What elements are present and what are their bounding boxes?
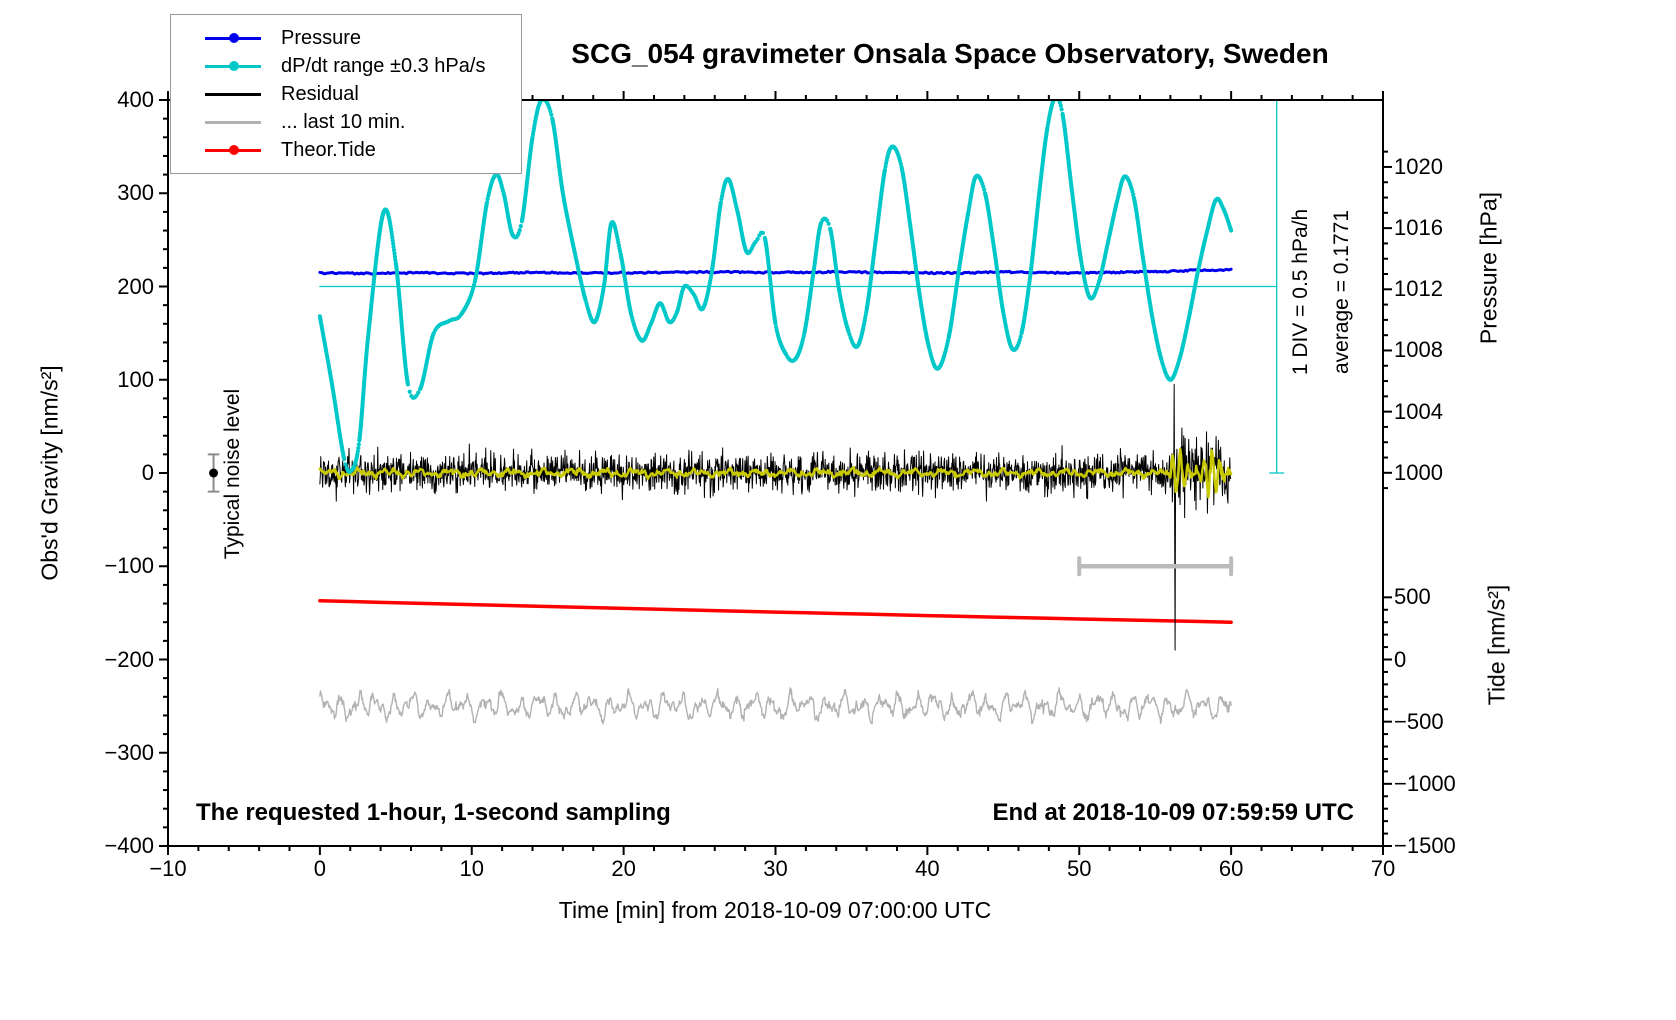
x-axis-title: Time [min] from 2018-10-09 07:00:00 UTC xyxy=(558,897,992,923)
pressure-line-marker xyxy=(205,24,261,52)
gravity-tick-label: 400 xyxy=(117,87,154,112)
gravity-tick-label: −400 xyxy=(104,833,154,858)
pressure-tick-label: 1008 xyxy=(1394,337,1443,363)
tide-line-marker xyxy=(205,136,261,164)
end-time-note: End at 2018-10-09 07:59:59 UTC xyxy=(992,799,1355,826)
average-label: average = 0.1771 xyxy=(1330,209,1353,375)
legend-item-residual: Residual xyxy=(205,80,513,108)
gravity-tick-label: −100 xyxy=(104,553,154,579)
dpdt-line-marker xyxy=(205,52,261,80)
x-tick-label: 0 xyxy=(313,856,326,881)
gravity-tick-label: −200 xyxy=(104,646,154,672)
legend-item-last10: ... last 10 min. xyxy=(205,108,513,136)
x-tick-label: 50 xyxy=(1067,856,1092,881)
pressure-tick-label: 1004 xyxy=(1394,398,1443,424)
residual-line-marker xyxy=(205,80,261,108)
tide-axis-title: Tide [nm/s²] xyxy=(1483,584,1510,706)
gravity-tick-label: 100 xyxy=(117,366,154,392)
gravity-tick-label: 200 xyxy=(117,273,154,299)
pressure-tick-label: 1012 xyxy=(1394,276,1443,302)
x-tick-label: 70 xyxy=(1370,856,1396,881)
div-scale-label: 1 DIV = 0.5 hPa/h xyxy=(1289,208,1312,376)
x-tick-label: 30 xyxy=(763,856,788,881)
pressure-axis-title: Pressure [hPa] xyxy=(1475,191,1502,345)
gravity-tick-label: 300 xyxy=(117,180,154,206)
tide-tick-label: −500 xyxy=(1394,708,1444,734)
tide-tick-label: 500 xyxy=(1394,584,1431,610)
sampling-note: The requested 1-hour, 1-second sampling xyxy=(196,799,671,826)
legend-label-tide: Theor.Tide xyxy=(281,138,376,161)
x-tick-label: 40 xyxy=(915,856,940,881)
tide-tick-label: −1500 xyxy=(1394,832,1456,858)
x-tick-label: 20 xyxy=(611,856,636,881)
pressure-tick-label: 1020 xyxy=(1394,153,1443,179)
legend: Pressure dP/dt range ±0.3 hPa/s Residual… xyxy=(170,14,522,174)
legend-item-dpdt: dP/dt range ±0.3 hPa/s xyxy=(205,52,513,80)
tide-tick-label: 0 xyxy=(1394,646,1407,672)
x-tick-label: 60 xyxy=(1218,856,1244,881)
x-tick-label: 10 xyxy=(459,856,484,881)
legend-label-last10: ... last 10 min. xyxy=(281,110,406,133)
legend-label-residual: Residual xyxy=(281,82,359,105)
noise-level-label: Typical noise level xyxy=(221,388,244,560)
x-tick-label: −10 xyxy=(149,856,187,881)
pressure-tick-label: 1000 xyxy=(1394,459,1443,485)
chart-title: SCG_054 gravimeter Onsala Space Observat… xyxy=(571,38,1329,69)
legend-label-pressure: Pressure xyxy=(281,26,362,49)
gravity-tick-label: 0 xyxy=(141,460,154,485)
legend-item-tide: Theor.Tide xyxy=(205,136,513,164)
tide-tick-label: −1000 xyxy=(1394,770,1456,796)
pressure-tick-label: 1016 xyxy=(1394,215,1443,241)
legend-item-pressure: Pressure xyxy=(205,24,513,52)
legend-label-dpdt: dP/dt range ±0.3 hPa/s xyxy=(281,54,486,77)
gravity-tick-label: −300 xyxy=(104,739,154,765)
last10-line-marker xyxy=(205,108,261,136)
